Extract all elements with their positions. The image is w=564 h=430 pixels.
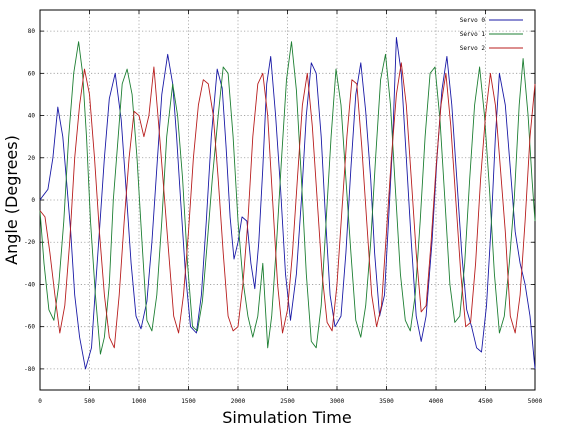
- y-tick-label: -80: [24, 366, 35, 373]
- axis-ticks: 0 500 1000 1500 2000 2500 3000 3500 4000 4500 5000…: [24, 10, 543, 405]
- series-line-servo-0: [39, 36, 536, 370]
- legend-label: Servo 0: [460, 17, 486, 24]
- x-tick-label: 4500: [478, 398, 493, 405]
- x-tick-label: 3500: [379, 398, 394, 405]
- x-tick-label: 1000: [132, 398, 147, 405]
- legend-label: Servo 1: [460, 31, 486, 38]
- x-tick-label: 2000: [231, 398, 246, 405]
- y-tick-label: -60: [24, 324, 35, 331]
- x-tick-label: 1500: [181, 398, 196, 405]
- x-tick-label: 0: [38, 398, 42, 405]
- y-tick-label: 20: [28, 155, 36, 162]
- y-tick-label: 0: [31, 197, 35, 204]
- series-line-servo-1: [39, 41, 536, 355]
- series-line-servo-2: [39, 62, 536, 349]
- y-tick-label: 40: [28, 113, 36, 120]
- legend: Servo 0 Servo 1 Servo 2: [460, 17, 523, 52]
- series-layer: [39, 36, 536, 370]
- y-tick-label: 80: [28, 28, 36, 35]
- x-axis-title: Simulation Time: [222, 408, 351, 427]
- y-tick-label: 60: [28, 70, 36, 77]
- x-tick-label: 4000: [429, 398, 444, 405]
- y-tick-label: -40: [24, 281, 35, 288]
- grid: [40, 10, 535, 390]
- y-axis-title: Angle (Degrees): [2, 135, 21, 265]
- x-tick-label: 500: [84, 398, 95, 405]
- x-tick-label: 2500: [280, 398, 295, 405]
- x-tick-label: 3000: [330, 398, 345, 405]
- y-tick-label: -20: [24, 239, 35, 246]
- x-tick-label: 5000: [528, 398, 543, 405]
- legend-label: Servo 2: [460, 45, 486, 52]
